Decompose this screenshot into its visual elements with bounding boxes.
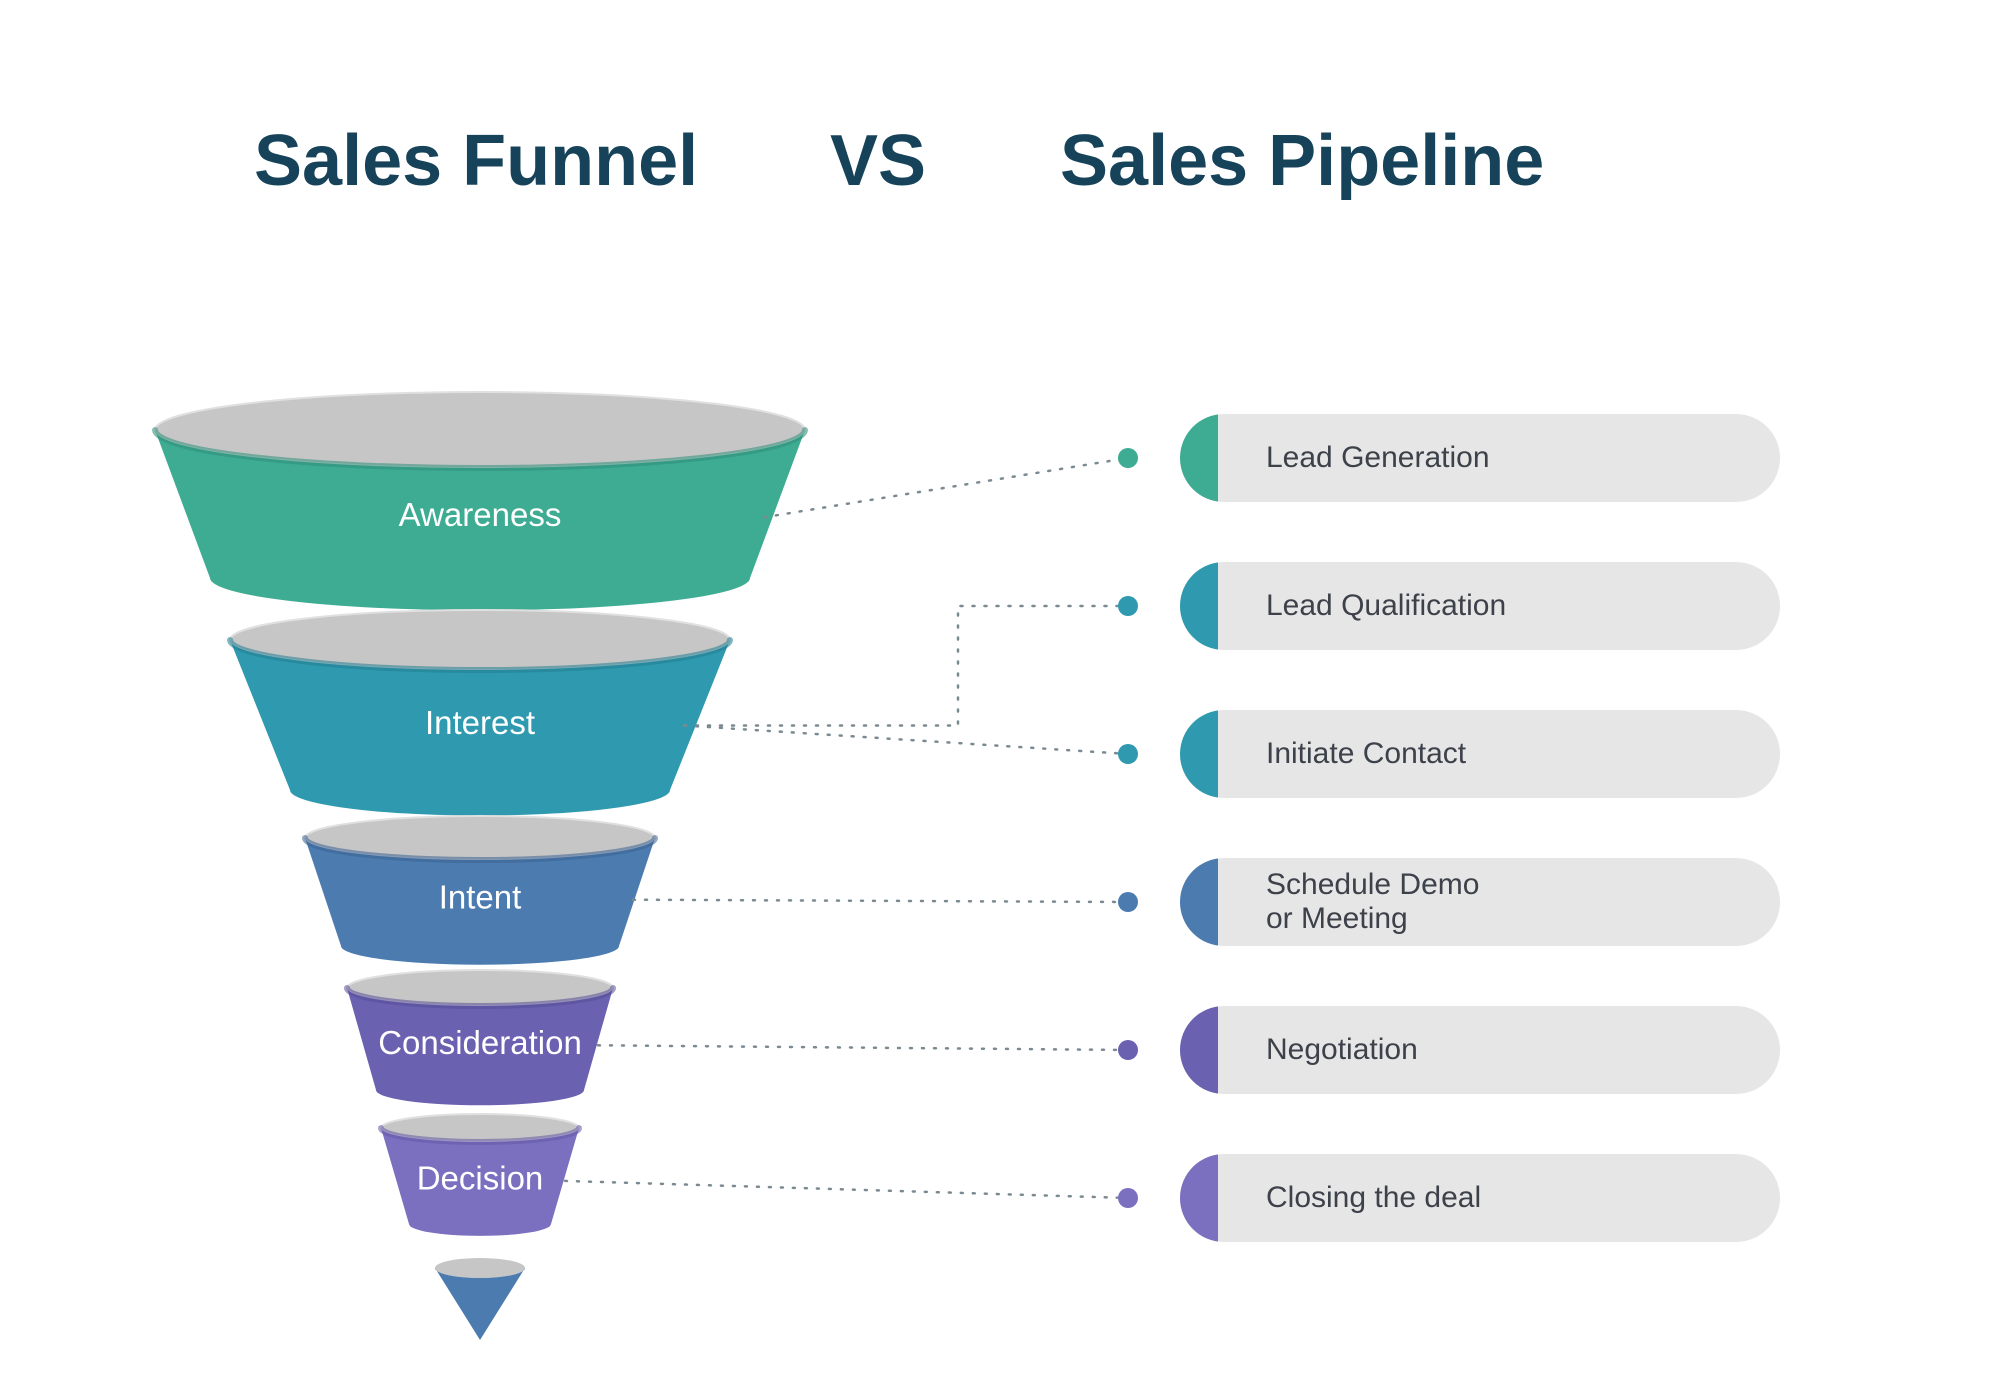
connector-line: [684, 726, 1128, 755]
funnel-stage-label: Awareness: [399, 496, 562, 533]
funnel-stage-label: Consideration: [378, 1024, 582, 1061]
connector-dot: [1118, 892, 1138, 912]
pipeline-item-label: Initiate Contact: [1218, 737, 1466, 772]
funnel-stage-label: Interest: [425, 704, 535, 741]
pipeline-item-label: Closing the deal: [1218, 1181, 1481, 1216]
pipeline-item: Negotiation: [1180, 1006, 1780, 1094]
connector-line: [598, 1045, 1128, 1050]
pipeline-item-label: Schedule Demo or Meeting: [1218, 868, 1479, 937]
pipeline-item: Initiate Contact: [1180, 710, 1780, 798]
connector-dot: [1118, 596, 1138, 616]
funnel-tip: [435, 1268, 525, 1340]
pipeline-item-label: Negotiation: [1218, 1033, 1418, 1068]
connector-line: [633, 900, 1128, 902]
connector-line: [684, 606, 1128, 726]
infographic-canvas: Sales Funnel VS Sales Pipeline Awareness…: [0, 0, 2000, 1399]
connector-dot: [1118, 1188, 1138, 1208]
pipeline-item-label: Lead Generation: [1218, 441, 1490, 476]
connector-line: [565, 1181, 1128, 1198]
connector-line: [764, 458, 1128, 517]
connector-dot: [1118, 448, 1138, 468]
pipeline-item: Schedule Demo or Meeting: [1180, 858, 1780, 946]
pipeline-item: Closing the deal: [1180, 1154, 1780, 1242]
connector-dot: [1118, 1040, 1138, 1060]
funnel-stage-label: Decision: [417, 1160, 544, 1197]
pipeline-item-label: Lead Qualification: [1218, 589, 1506, 624]
funnel-tip-lip: [435, 1258, 525, 1278]
funnel-group: Awareness Interest Intent Consideration Deci…: [155, 392, 805, 1340]
funnel-stage-label: Intent: [439, 878, 522, 915]
pipeline-item: Lead Qualification: [1180, 562, 1780, 650]
connector-dot: [1118, 744, 1138, 764]
pipeline-item: Lead Generation: [1180, 414, 1780, 502]
